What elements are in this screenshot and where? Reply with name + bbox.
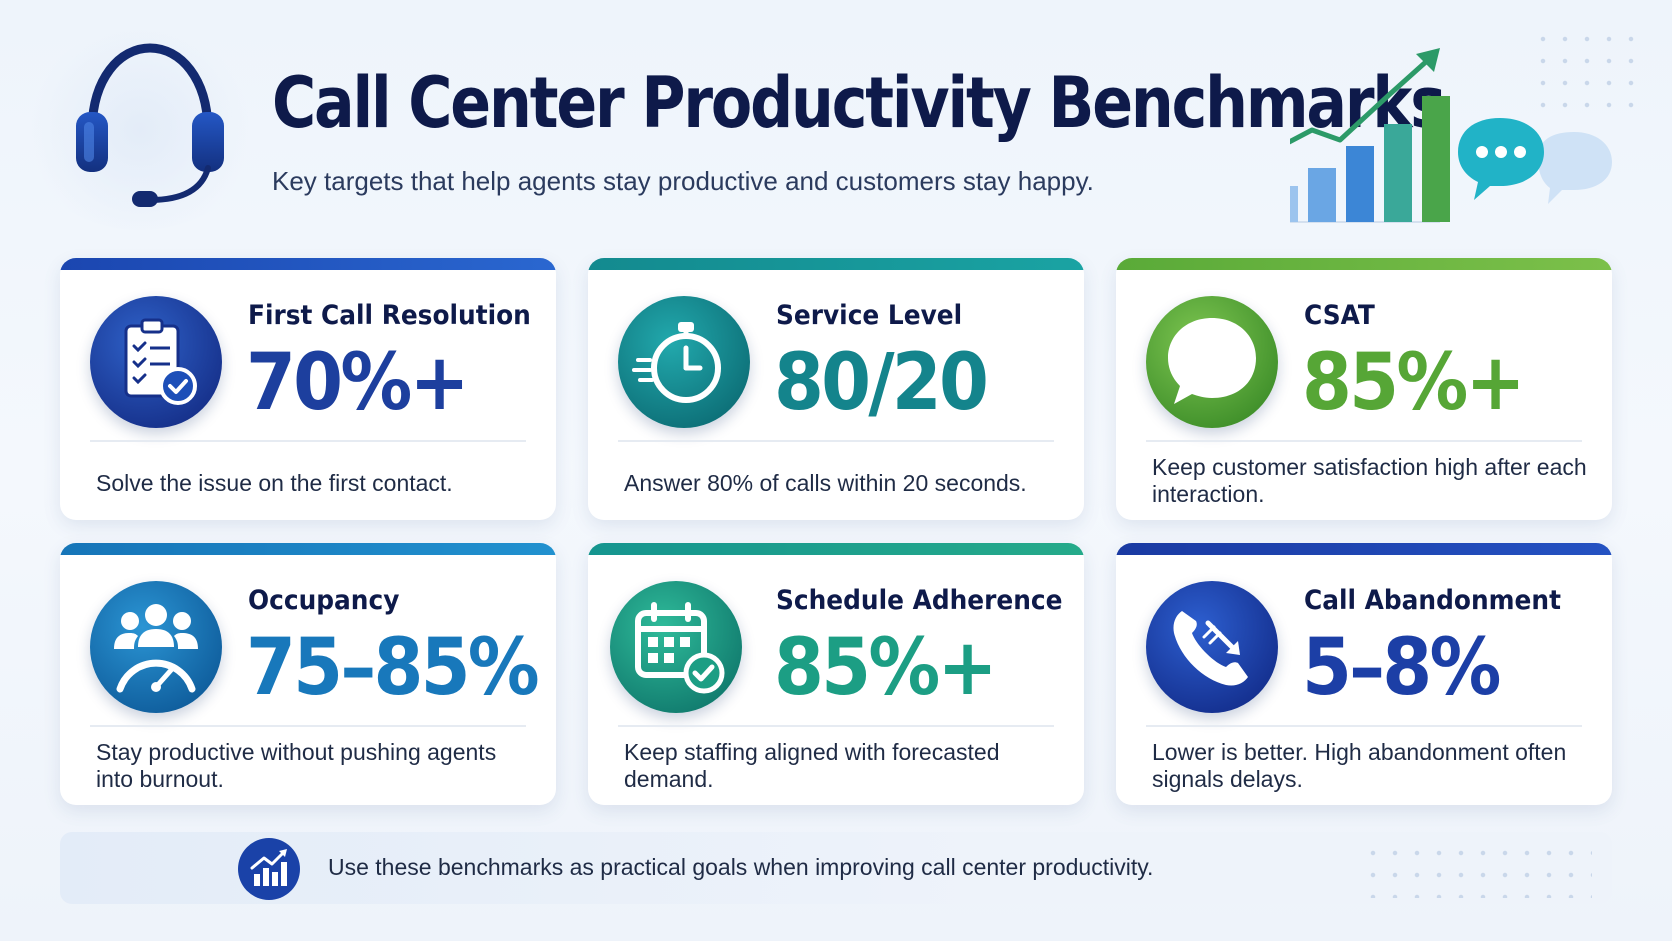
footer-text: Use these benchmarks as practical goals … (328, 854, 1154, 880)
page-subtitle: Key targets that help agents stay produc… (272, 166, 1094, 196)
card-label: Occupancy (248, 585, 400, 616)
card-value: 85%+ (774, 623, 998, 713)
card-value: 80/20 (774, 338, 989, 428)
card-value: 85%+ (1302, 338, 1526, 428)
card-accent-bar (588, 258, 1084, 270)
footer-banner: Use these benchmarks as practical goals … (60, 832, 1612, 904)
growth-chart-icon (1290, 48, 1612, 223)
benchmark-card-call-abandonment: Call Abandonment 5–8% Lower is better. H… (1116, 543, 1612, 805)
benchmark-card-first-call-resolution: First Call Resolution 70%+ Solve the iss… (60, 258, 556, 520)
page-title: Call Center Productivity Benchmarks (272, 62, 1446, 144)
headset-icon (76, 43, 224, 207)
card-accent-bar (1116, 258, 1612, 270)
card-label: Service Level (776, 300, 963, 331)
card-divider (1146, 725, 1582, 727)
card-label: First Call Resolution (248, 300, 531, 331)
card-divider (90, 440, 526, 442)
card-divider (618, 725, 1054, 727)
card-description: Keep staffing aligned with forecasted de… (624, 739, 1000, 792)
benchmark-card-occupancy: Occupancy 75–85% Stay productive without… (60, 543, 556, 805)
card-accent-bar (60, 258, 556, 270)
card-description: Lower is better. High abandonment often … (1152, 739, 1567, 792)
phone-missed-icon (1146, 581, 1278, 713)
bar-chart-icon (238, 838, 300, 900)
team-gauge-icon (90, 581, 222, 713)
calendar-check-icon (610, 581, 742, 713)
card-label: Call Abandonment (1304, 585, 1561, 616)
card-description: Keep customer satisfaction high after ea… (1152, 454, 1587, 507)
card-description: Answer 80% of calls within 20 seconds. (624, 470, 1027, 496)
clipboard-check-icon (90, 296, 222, 428)
card-value: 75–85% (246, 623, 540, 713)
card-accent-bar (588, 543, 1084, 555)
card-label: Schedule Adherence (776, 585, 1063, 616)
card-accent-bar (1116, 543, 1612, 555)
benchmark-card-service-level: Service Level 80/20 Answer 80% of calls … (588, 258, 1084, 520)
card-description: Solve the issue on the first contact. (96, 470, 453, 496)
card-description: Stay productive without pushing agents i… (96, 739, 497, 792)
benchmark-card-schedule-adherence: Schedule Adherence 85%+ Keep staffing al… (588, 543, 1084, 805)
decorative-dots-top (1532, 28, 1642, 118)
card-value: 70%+ (246, 338, 470, 428)
card-value: 5–8% (1302, 623, 1501, 713)
card-label: CSAT (1304, 300, 1375, 331)
card-divider (1146, 440, 1582, 442)
speech-bubble-icon (1146, 296, 1278, 428)
stopwatch-icon (618, 296, 750, 428)
card-divider (90, 725, 526, 727)
card-accent-bar (60, 543, 556, 555)
benchmark-card-csat: CSAT 85%+ Keep customer satisfaction hig… (1116, 258, 1612, 520)
card-divider (618, 440, 1054, 442)
decorative-dots-bottom (1362, 842, 1592, 898)
